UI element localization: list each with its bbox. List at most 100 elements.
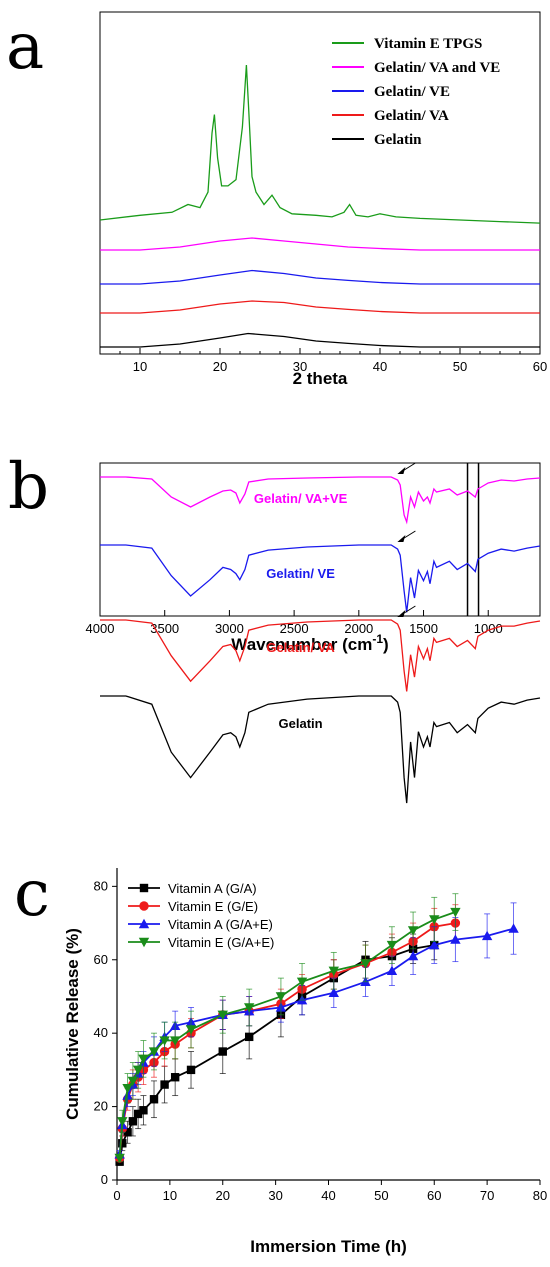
x-tick-label: 20 (216, 1188, 230, 1203)
x-tick-label: 2500 (280, 621, 309, 636)
y-tick-label: 0 (101, 1172, 108, 1187)
data-point (275, 992, 287, 1002)
xrd-series-line (100, 300, 540, 314)
plot-frame (99, 462, 541, 617)
data-point (138, 937, 150, 948)
y-tick-label: 40 (94, 1025, 108, 1040)
x-tick-label: 80 (533, 1188, 547, 1203)
panel-a-letter: a (6, 10, 44, 84)
x-tick-label: 30 (293, 359, 307, 374)
series-label: Gelatin/ VE (266, 566, 335, 581)
x-tick-label: 10 (163, 1188, 177, 1203)
x-axis-title: Immersion Time (h) (250, 1237, 407, 1256)
series-label: Gelatin/ VA+VE (254, 491, 348, 506)
legend-label: Vitamin A (G/A+E) (168, 917, 273, 932)
data-point (328, 966, 339, 976)
data-point (429, 915, 440, 925)
legend-label: Gelatin/ VA (374, 108, 449, 124)
series-label: Gelatin/ VA (266, 640, 335, 655)
data-point (170, 1073, 180, 1082)
x-tick-label: 40 (373, 359, 387, 374)
data-point (118, 1139, 127, 1148)
release-chart: 0 10 20 30 40 50 60 70 80 0 20 40 60 80 Immersion Time… (63, 868, 547, 1256)
data-point (139, 1106, 148, 1115)
data-point (450, 934, 461, 944)
y-tick-label: 20 (94, 1099, 108, 1114)
x-tick-label: 60 (533, 359, 547, 374)
x-tick-label: 3000 (215, 621, 244, 636)
legend-label: Vitamin E (G/A+E) (168, 935, 274, 950)
data-point (139, 883, 149, 893)
legend-label: Vitamin E (G/E) (168, 899, 258, 914)
x-tick-label: 50 (374, 1188, 388, 1203)
ftir-series-line (100, 619, 541, 692)
y-tick-label: 60 (94, 952, 108, 967)
y-tick-label: 80 (94, 878, 108, 893)
data-point (186, 1065, 196, 1075)
x-tick-label: 0 (113, 1188, 120, 1203)
panel-b-letter: b (8, 450, 49, 524)
data-point (360, 959, 371, 969)
data-point (296, 977, 308, 987)
arrow-head (397, 467, 406, 474)
ftir-series-line (100, 544, 541, 613)
xrd-series-line (100, 237, 540, 251)
x-tick-label: 1500 (409, 621, 438, 636)
data-point (138, 918, 150, 929)
x-tick-label: 50 (453, 359, 467, 374)
x-tick-label: 1000 (474, 621, 503, 636)
data-point (386, 965, 398, 975)
data-point (139, 901, 149, 911)
data-point (407, 926, 419, 936)
data-point (169, 1036, 181, 1046)
data-point (185, 1025, 197, 1035)
data-point (218, 1047, 227, 1056)
data-point (450, 907, 461, 918)
data-point (114, 1153, 125, 1164)
panel-c-letter: c (14, 857, 50, 931)
data-point (128, 1117, 138, 1126)
arrow-head (397, 535, 406, 542)
data-point (159, 1036, 170, 1046)
data-point (217, 1010, 228, 1021)
data-point (429, 939, 440, 950)
data-point (481, 930, 493, 941)
x-tick-label: 40 (321, 1188, 335, 1203)
x-tick-label: 70 (480, 1188, 494, 1203)
data-point (138, 1054, 149, 1065)
data-point (149, 1095, 159, 1104)
xrd-series-line (99, 64, 541, 224)
x-tick-label: 30 (268, 1188, 282, 1203)
data-point (132, 1065, 144, 1076)
x-tick-label: 4000 (86, 621, 115, 636)
data-point (160, 1080, 169, 1089)
x-tick-label: 60 (427, 1188, 441, 1203)
x-axis-title: 2 theta (293, 369, 348, 388)
data-point (328, 987, 339, 997)
data-point (117, 1117, 128, 1127)
ftir-series-line (100, 695, 541, 804)
data-point (133, 1109, 143, 1119)
ftir-series-line (100, 476, 541, 525)
x-tick-label: 20 (213, 359, 227, 374)
legend-label: Gelatin/ VE (374, 84, 450, 100)
x-tick-label: 2000 (344, 621, 373, 636)
legend-label: Vitamin E TPGS (374, 36, 482, 52)
data-point (148, 1047, 160, 1057)
legend-label: Vitamin A (G/A) (168, 881, 257, 896)
x-tick-label: 10 (133, 359, 147, 374)
data-point (508, 923, 519, 933)
arrow-head (397, 610, 406, 617)
legend-label: Gelatin/ VA and VE (374, 60, 500, 76)
series-label: Gelatin (279, 716, 323, 731)
x-axis-title: Wavenumber (cm-1) (231, 632, 388, 654)
data-point (386, 940, 398, 951)
y-axis-title: Cumulative Release (%) (63, 928, 82, 1120)
data-point (243, 1003, 255, 1013)
data-point (127, 1076, 139, 1087)
legend-label: Gelatin (374, 132, 422, 148)
xrd-chart: 10 20 30 40 50 60 2 theta Vitamin E TPGS Gelatin… (99, 11, 547, 388)
data-point (244, 1032, 254, 1042)
